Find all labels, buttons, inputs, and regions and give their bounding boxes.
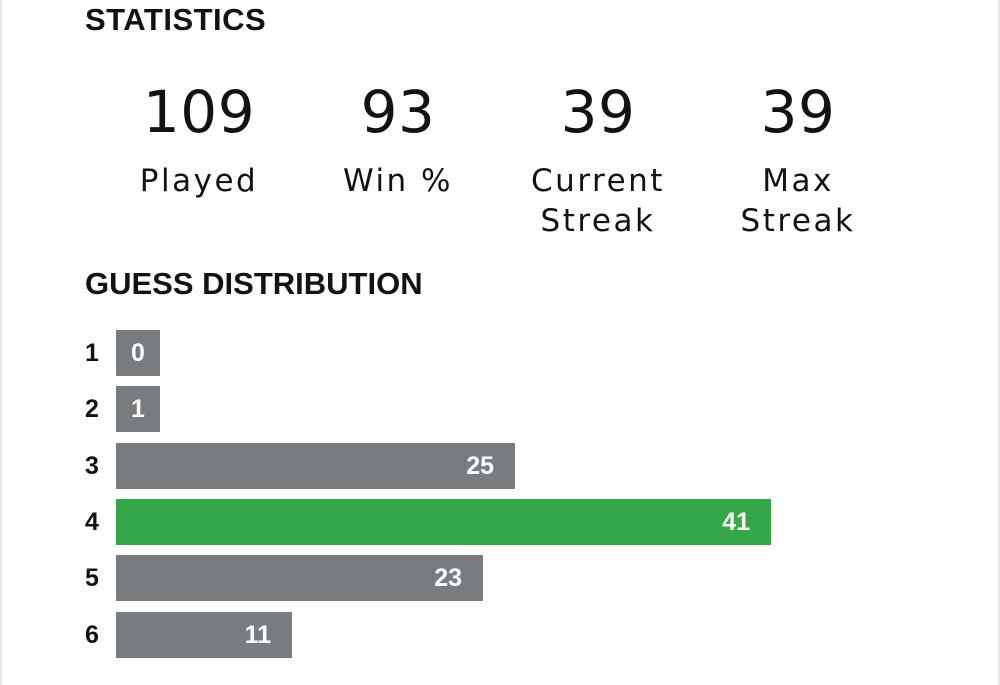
stat-win-percent-label: Win % (342, 163, 454, 199)
guess-bar-highlighted: 41 (116, 499, 771, 545)
stat-max-streak-label: Max Streak (740, 163, 856, 239)
guess-bar: 23 (116, 555, 483, 601)
statistics-heading: STATISTICS (85, 2, 267, 37)
right-edge-divider (998, 0, 1000, 685)
stat-played-label: Played (139, 163, 259, 199)
guess-number: 4 (85, 508, 99, 536)
guess-number: 5 (85, 564, 99, 592)
guess-number: 6 (85, 621, 99, 649)
guess-row-6: 6 11 (85, 612, 885, 658)
guess-row-3: 3 25 (85, 443, 885, 489)
stat-current-streak-label: Current Streak (531, 163, 665, 239)
guess-row-5: 5 23 (85, 555, 885, 601)
guess-bar: 1 (116, 386, 160, 432)
stat-played: 109 Played (99, 78, 299, 201)
guess-row-4: 4 41 (85, 499, 885, 545)
guess-number: 3 (85, 452, 99, 480)
stat-current-streak: 39 Current Streak (498, 78, 698, 241)
guess-distribution-heading: GUESS DISTRIBUTION (85, 266, 423, 301)
guess-number: 1 (85, 339, 99, 367)
stat-max-streak: 39 Max Streak (698, 78, 898, 241)
stat-current-streak-value: 39 (560, 78, 636, 146)
stat-win-percent: 93 Win % (298, 78, 498, 201)
stat-max-streak-value: 39 (760, 78, 836, 146)
guess-number: 2 (85, 395, 99, 423)
guess-bar: 25 (116, 443, 515, 489)
guess-bar: 0 (116, 330, 160, 376)
guess-row-1: 1 0 (85, 330, 885, 376)
stat-win-percent-value: 93 (360, 78, 436, 146)
guess-row-2: 2 1 (85, 386, 885, 432)
left-edge-divider (0, 0, 2, 685)
guess-bar: 11 (116, 612, 292, 658)
stat-played-value: 109 (142, 78, 256, 146)
